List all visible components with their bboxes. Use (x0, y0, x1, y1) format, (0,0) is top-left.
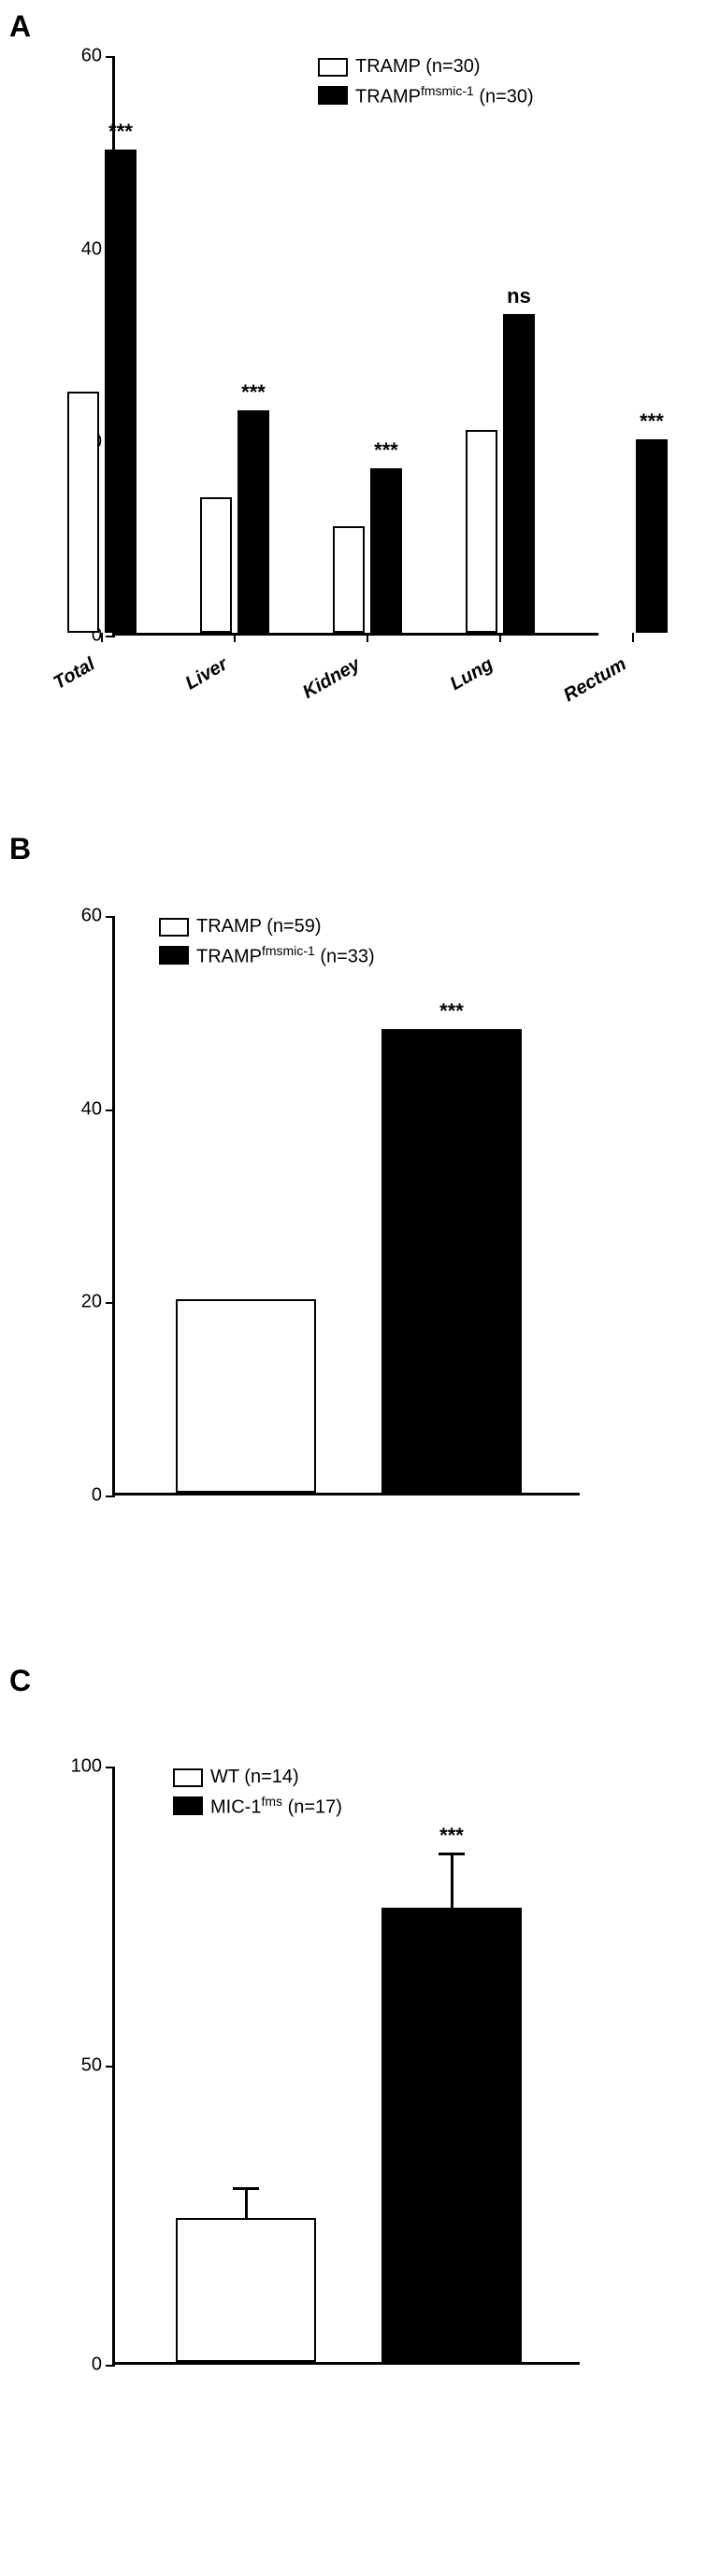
bar-TRAMP (466, 430, 497, 633)
x-tick (632, 633, 634, 642)
y-tick-label: 60 (81, 46, 115, 67)
significance-marker: *** (241, 380, 266, 405)
x-tick-label: Liver (182, 654, 232, 695)
significance-marker: ns (507, 284, 531, 308)
panel-label: C (9, 1664, 31, 1698)
y-tick-label: 60 (81, 906, 115, 927)
x-tick (367, 633, 368, 642)
x-tick-label: Total (50, 654, 99, 694)
chart-plot: 0204060*** (112, 916, 580, 1496)
y-tick-label: 0 (92, 1485, 115, 1507)
legend-swatch (173, 1768, 203, 1787)
legend-item: TRAMP (n=59) (159, 916, 375, 937)
legend-swatch (159, 946, 189, 965)
legend-swatch (318, 58, 348, 77)
x-tick-label: Kidney (299, 654, 364, 704)
y-tick-label: 20 (81, 1292, 115, 1313)
legend-label: TRAMPfmsmic-1 (n=33) (196, 943, 375, 968)
bar-TRAMP (200, 497, 232, 633)
x-tick (499, 633, 501, 642)
chart-plot: 0204060Total***Liver***Kidney***LungnsRe… (112, 56, 598, 636)
legend-item: WT (n=14) (173, 1767, 342, 1788)
legend-label: WT (n=14) (210, 1767, 299, 1788)
legend-swatch (159, 918, 189, 937)
legend-label: TRAMPfmsmic-1 (n=30) (355, 83, 534, 108)
legend-swatch (318, 86, 348, 105)
legend-label: TRAMP (n=59) (196, 916, 322, 937)
significance-marker: *** (640, 409, 664, 434)
bar-TRAMPfmsmic-1 (370, 468, 402, 633)
bar-TRAMPfmsmic-1 (381, 1029, 522, 1493)
x-tick (234, 633, 236, 642)
significance-marker: *** (108, 120, 133, 144)
legend: TRAMP (n=59) TRAMPfmsmic-1 (n=33) (159, 916, 375, 974)
legend: TRAMP (n=30) TRAMPfmsmic-1 (n=30) (318, 56, 534, 114)
legend-item: TRAMP (n=30) (318, 56, 534, 78)
significance-marker: *** (439, 1824, 464, 1848)
bar-MIC-1fms (381, 1908, 522, 2362)
legend-swatch (173, 1796, 203, 1815)
y-tick-label: 100 (71, 1756, 115, 1778)
bar-WT (176, 2218, 316, 2362)
error-cap (233, 2187, 259, 2190)
bar-TRAMPfmsmic-1 (503, 314, 535, 633)
bar-TRAMP (333, 526, 365, 633)
legend-item: TRAMPfmsmic-1 (n=33) (159, 943, 375, 968)
x-tick-label: Rectum (560, 654, 630, 708)
panel-B: BProportion of mice with metastasis02040… (0, 823, 705, 1654)
panel-A: AProportion of mice with metastasis02040… (0, 0, 705, 823)
y-tick-label: 0 (92, 2354, 115, 2376)
y-tick-label: 50 (81, 2055, 115, 2077)
significance-marker: *** (439, 999, 464, 1023)
panel-label: B (9, 832, 31, 866)
y-tick-label: 40 (81, 1098, 115, 1120)
legend-label: MIC-1fms (n=17) (210, 1794, 342, 1819)
bar-TRAMPfmsmic-1 (237, 410, 269, 633)
bar-TRAMP (67, 392, 99, 633)
legend-item: TRAMPfmsmic-1 (n=30) (318, 83, 534, 108)
x-tick-label: Lung (447, 654, 497, 695)
panel-label: A (9, 9, 31, 44)
error-bar (451, 1853, 453, 1908)
legend-label: TRAMP (n=30) (355, 56, 481, 78)
error-bar (245, 2188, 248, 2218)
bar-TRAMPfmsmic-1 (636, 439, 668, 633)
error-cap (439, 1853, 465, 1855)
panel-C: CNumber of lung tumor colonies050100***W… (0, 1654, 705, 2514)
significance-marker: *** (374, 438, 398, 463)
legend-item: MIC-1fms (n=17) (173, 1794, 342, 1819)
chart-plot: 050100*** (112, 1767, 580, 2365)
bar-TRAMPfmsmic-1 (105, 150, 137, 633)
legend: WT (n=14) MIC-1fms (n=17) (173, 1767, 342, 1825)
x-tick (101, 633, 103, 642)
bar-TRAMP (176, 1299, 316, 1493)
